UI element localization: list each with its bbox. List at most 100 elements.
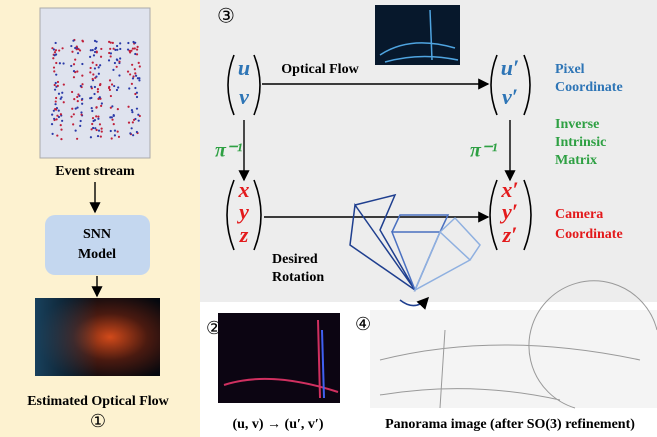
- event-dot: [113, 85, 115, 87]
- event-dot: [99, 123, 101, 125]
- event-dot: [55, 97, 57, 99]
- event-dot: [54, 103, 56, 105]
- event-dot: [55, 62, 57, 64]
- event-dot: [77, 100, 79, 102]
- event-dot: [132, 75, 134, 77]
- event-stream-image: [40, 8, 150, 158]
- event-dot: [139, 65, 141, 67]
- event-dot: [77, 93, 79, 95]
- event-dot: [82, 40, 84, 42]
- optical-flow-label: Optical Flow: [281, 62, 359, 77]
- event-dot: [136, 108, 138, 110]
- event-dot: [80, 111, 82, 113]
- event-dot: [112, 42, 114, 44]
- event-dot: [111, 105, 113, 107]
- event-dot: [100, 48, 102, 50]
- event-dot: [134, 93, 136, 95]
- event-dot: [61, 47, 63, 49]
- event-dot: [76, 138, 78, 140]
- event-dot: [109, 79, 111, 81]
- event-dot: [108, 87, 110, 89]
- event-dot: [91, 110, 93, 112]
- intrinsic-label: Matrix: [555, 153, 597, 168]
- event-dot: [136, 96, 138, 98]
- event-dot: [131, 109, 133, 111]
- event-dot: [58, 109, 60, 111]
- event-dot: [118, 74, 120, 76]
- event-dot: [73, 76, 75, 78]
- event-dot: [72, 123, 74, 125]
- model-box: [45, 215, 150, 275]
- event-dot: [73, 63, 75, 65]
- event-dot: [71, 108, 73, 110]
- vector-entry: u′: [501, 55, 519, 80]
- event-dot: [100, 56, 102, 58]
- event-dot: [131, 111, 133, 113]
- event-dot: [92, 49, 94, 51]
- event-dot: [116, 58, 118, 60]
- event-dot: [113, 123, 115, 125]
- event-dot: [117, 108, 119, 110]
- panorama-caption: Panorama image (after SO(3) refinement): [385, 417, 635, 432]
- vector-entry: y′: [499, 199, 518, 224]
- intrinsic-label: Inverse: [555, 117, 599, 132]
- event-dot: [110, 95, 112, 97]
- event-dot: [110, 52, 112, 54]
- event-dot: [129, 132, 131, 134]
- event-dot: [95, 107, 97, 109]
- event-dot: [136, 48, 138, 50]
- event-dot: [60, 129, 62, 131]
- event-dot: [119, 48, 121, 50]
- event-dot: [127, 70, 129, 72]
- event-dot: [97, 91, 99, 93]
- flow-caption: (u, v) → (u′, v′): [232, 417, 323, 432]
- event-dot: [111, 119, 113, 121]
- event-dot: [98, 130, 100, 132]
- event-dot: [109, 116, 111, 118]
- event-dot: [94, 48, 96, 50]
- event-dot: [118, 136, 120, 138]
- event-dot: [60, 138, 62, 140]
- camera-label: Camera: [555, 207, 603, 222]
- event-dot: [117, 86, 119, 88]
- event-dot: [58, 93, 60, 95]
- event-dot: [136, 131, 138, 133]
- event-dot: [130, 50, 132, 52]
- event-dot: [101, 130, 103, 132]
- panorama-image: [370, 310, 657, 408]
- event-dot: [127, 106, 129, 108]
- event-dot: [109, 89, 111, 91]
- vector-entry: v′: [502, 84, 518, 109]
- vector-entry: z: [239, 222, 249, 247]
- event-dot: [97, 135, 99, 137]
- event-dot: [56, 118, 58, 120]
- event-dot: [132, 134, 134, 136]
- event-dot: [96, 51, 98, 53]
- event-dot: [89, 56, 91, 58]
- event-dot: [137, 77, 139, 79]
- event-dot: [81, 83, 83, 85]
- event-dot: [132, 121, 134, 123]
- event-dot: [112, 69, 114, 71]
- vector-entry: v: [239, 84, 249, 109]
- event-dot: [56, 134, 58, 136]
- model-label: Model: [78, 247, 116, 262]
- event-dot: [132, 48, 134, 50]
- event-dot: [77, 52, 79, 54]
- event-dot: [113, 48, 115, 50]
- event-dot: [60, 124, 62, 126]
- event-dot: [95, 64, 97, 66]
- event-dot: [101, 102, 103, 104]
- event-dot: [111, 83, 113, 85]
- event-dot: [76, 107, 78, 109]
- event-dot: [127, 42, 129, 44]
- marker: ③: [217, 6, 235, 28]
- event-dot: [58, 49, 60, 51]
- event-dot: [94, 86, 96, 88]
- event-dot: [93, 93, 95, 95]
- event-dot: [90, 136, 92, 138]
- event-dot: [108, 59, 110, 61]
- event-dot: [55, 74, 57, 76]
- marker: ①: [90, 411, 106, 431]
- event-dot: [70, 45, 72, 47]
